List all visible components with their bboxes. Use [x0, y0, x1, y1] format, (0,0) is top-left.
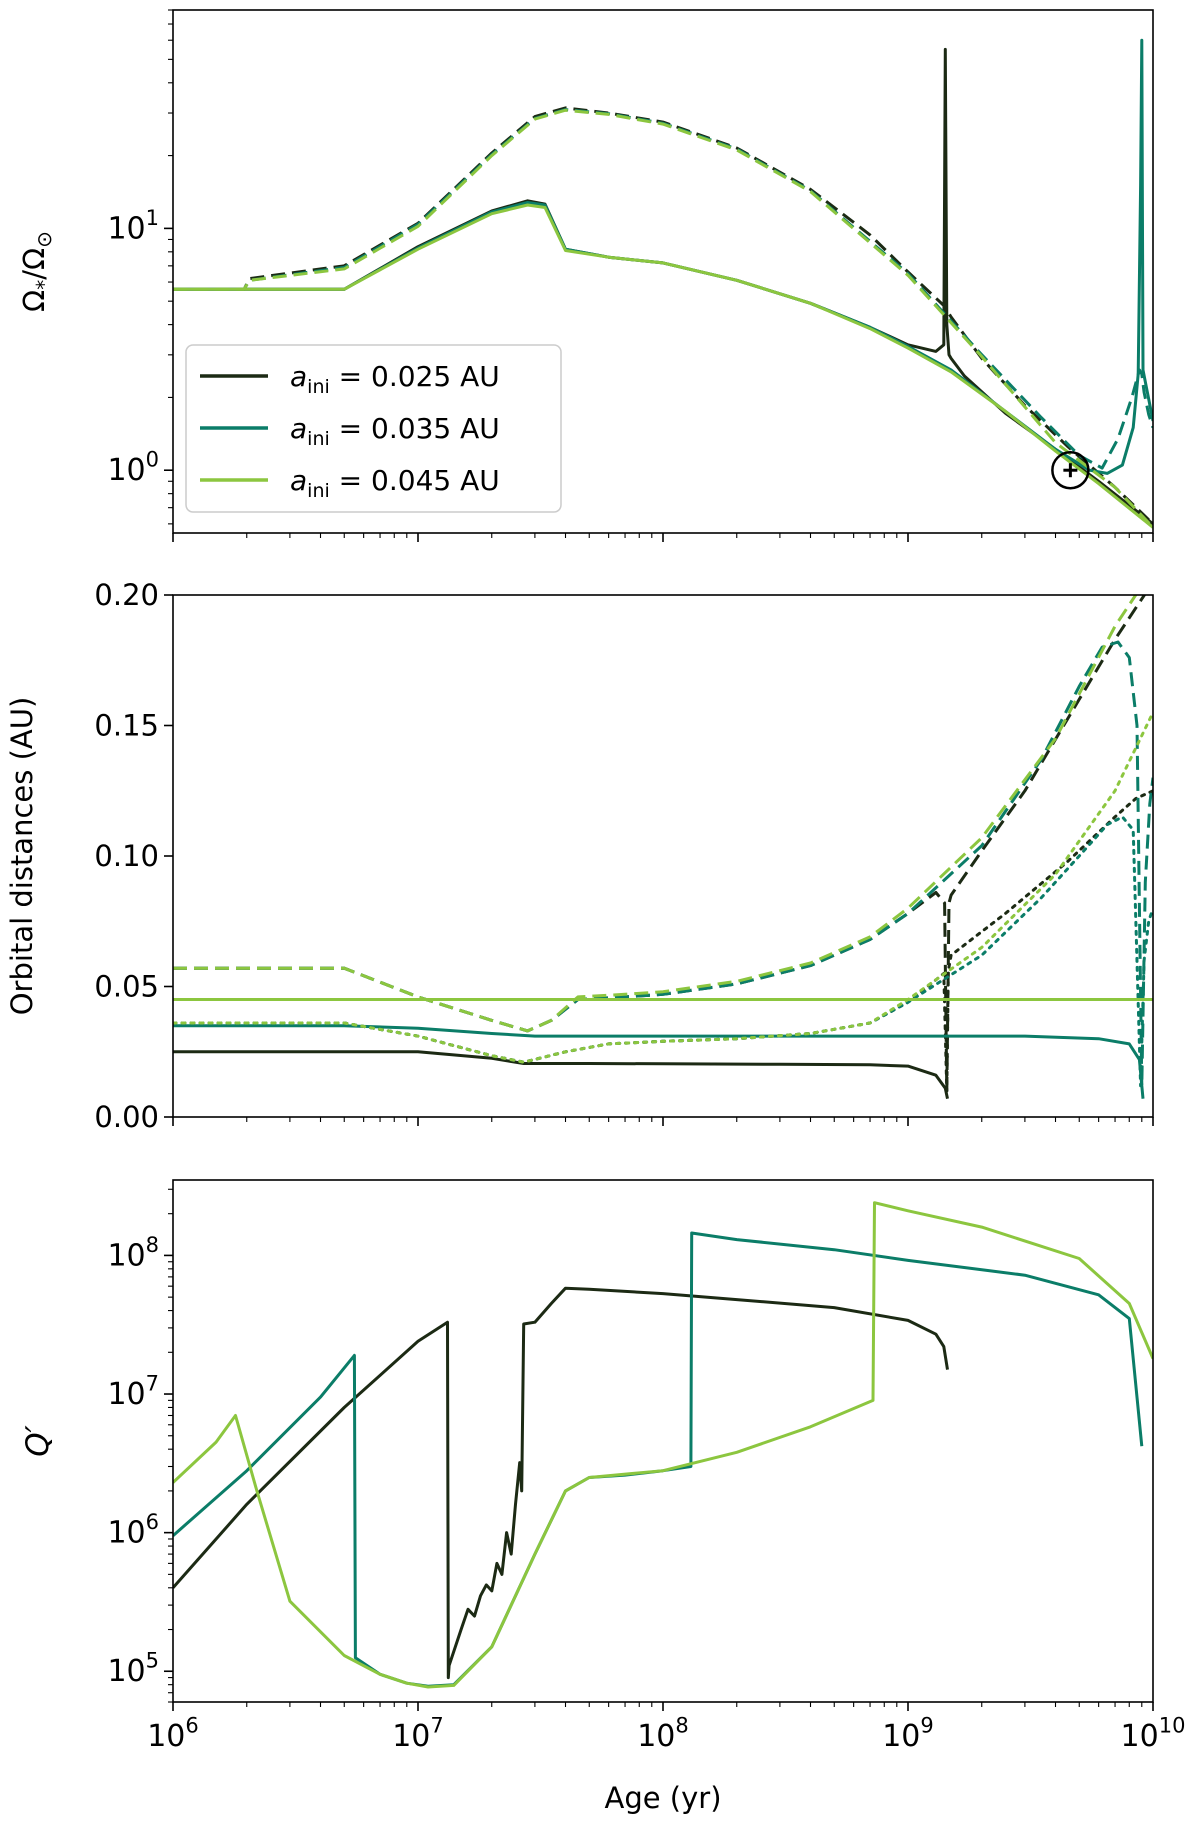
series-line [173, 1286, 949, 1680]
y-tick-label: 105 [107, 1649, 159, 1690]
plot-frame [172, 9, 1154, 534]
x-tick-label: 1010 [1121, 1714, 1186, 1755]
y-axis-ticks: 0.00 0.05 0.10 0.15 0.20 [94, 578, 173, 1134]
y-axis-label: Orbital distances (AU) [5, 697, 39, 1016]
tidal-q-panel: 105 106 107 108 Q′ 106 107 108 109 1010 Age (yr) [20, 1179, 1186, 1815]
series-line [173, 595, 1138, 1033]
y-axis-label: Ω*/Ω⊙ [17, 231, 56, 312]
series-line [173, 789, 1153, 1093]
x-axis-ticks [172, 533, 1154, 542]
spin-panel: 100 101 Ω*/Ω⊙ aini = 0.025 AU aini = 0.035 A… [17, 9, 1154, 542]
y-tick-label: 0.05 [94, 970, 159, 1004]
x-axis-ticks [172, 1702, 1154, 1711]
y-tick-label: 107 [107, 1372, 159, 1413]
legend-frame [185, 344, 562, 513]
y-tick-label: 0.15 [94, 709, 159, 743]
series-line [173, 203, 1153, 529]
y-axis-ticks: 100 101 [107, 9, 173, 525]
legend-entry: aini = 0.035 AU [290, 412, 500, 450]
legend-entry: aini = 0.045 AU [290, 464, 500, 502]
legend-entry: aini = 0.025 AU [290, 360, 500, 398]
y-tick-label: 0.20 [94, 578, 159, 612]
y-tick-label: 0.10 [94, 839, 159, 873]
series-group [173, 595, 1153, 1100]
series-line [173, 38, 1153, 475]
sun-symbol-icon [1051, 450, 1090, 490]
x-axis-label: Age (yr) [604, 1781, 721, 1815]
x-tick-label: 109 [882, 1714, 934, 1755]
y-tick-label: 101 [107, 206, 159, 247]
series-line [173, 815, 1153, 1088]
x-tick-label: 108 [637, 1714, 689, 1755]
y-tick-label: 108 [107, 1233, 159, 1274]
series-group [173, 38, 1153, 529]
x-tick-label: 106 [147, 1714, 199, 1755]
series-line [173, 1201, 1153, 1689]
y-tick-label: 0.00 [94, 1100, 159, 1134]
series-line [173, 1050, 949, 1100]
y-tick-label: 106 [107, 1510, 159, 1551]
x-axis-ticks [172, 1117, 1154, 1126]
plot-frame [172, 1179, 1154, 1703]
series-line [173, 640, 1153, 1088]
y-tick-label: 100 [107, 448, 159, 489]
series-line [173, 1231, 1144, 1688]
orbital-distances-panel: 0.00 0.05 0.10 0.15 0.20 Orbital distances (A… [5, 578, 1154, 1134]
series-line [173, 1024, 1145, 1099]
series-line [173, 595, 1147, 1093]
series-group [173, 1201, 1153, 1689]
series-line [173, 711, 1153, 1064]
x-tick-label: 107 [392, 1714, 444, 1755]
legend: aini = 0.025 AU aini = 0.035 AU aini = 0.0… [185, 344, 562, 513]
y-axis-ticks: 105 106 107 108 [107, 1188, 173, 1703]
plot-frame [172, 594, 1154, 1118]
y-axis-label: Q′ [20, 1425, 56, 1456]
series-line [173, 108, 1153, 529]
